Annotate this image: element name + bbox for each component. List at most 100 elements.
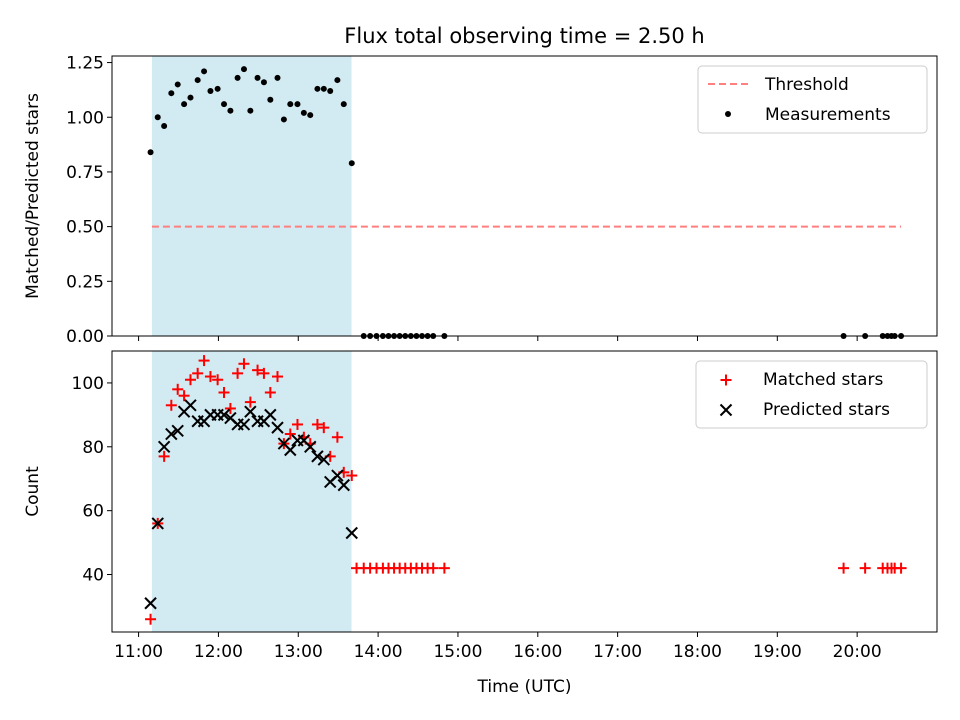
predicted-star-point [271, 421, 284, 434]
measurement-point [300, 109, 307, 116]
measurement-point [147, 149, 154, 156]
matched-star-point [291, 418, 303, 430]
measurement-point [334, 77, 341, 84]
predicted-star-point [284, 443, 297, 457]
measurement-point [227, 107, 234, 114]
chart-title: Flux total observing time = 2.50 h [344, 24, 704, 48]
legend-matched-symbol [720, 374, 732, 386]
legend-threshold-label: Threshold [764, 75, 849, 95]
predicted-star-point [217, 408, 231, 422]
y-tick-label: 0.00 [66, 327, 104, 347]
x-tick-label: 20:00 [833, 642, 882, 662]
matched-star-point [165, 399, 177, 411]
top-y-axis-label: Matched/Predicted stars [23, 93, 43, 299]
x-tick-label: 13:00 [274, 642, 323, 662]
measurement-point [340, 101, 347, 108]
measurement-point [214, 85, 221, 92]
predicted-star-point [345, 526, 358, 540]
y-tick-label: 60 [82, 502, 104, 522]
measurement-point [247, 107, 254, 114]
top-legend: Threshold Measurements [697, 65, 928, 134]
measurement-point [267, 96, 274, 103]
predicted-star-point [237, 418, 251, 431]
measurement-point [201, 68, 208, 75]
measurement-point [274, 74, 281, 81]
predicted-star-point [337, 478, 350, 492]
y-tick-label: 1.00 [66, 108, 104, 128]
matched-star-point [244, 396, 256, 408]
matched-star-point [258, 367, 270, 379]
measurement-point [260, 79, 267, 86]
matched-star-point [264, 387, 276, 399]
predicted-star-point [165, 427, 178, 441]
top-axes-frame [111, 55, 938, 337]
observing-span-shade [151, 56, 352, 336]
legend-matched-label: Matched stars [763, 370, 883, 390]
measurement-point [254, 74, 261, 81]
matched-star-point [311, 418, 323, 430]
y-tick-label: 0.75 [66, 163, 104, 183]
bottom-legend-box [695, 360, 928, 429]
measurement-point [348, 160, 355, 167]
measurement-point [287, 101, 294, 108]
measurement-point [221, 101, 228, 108]
measurement-point [194, 77, 201, 84]
y-tick-label: 100 [72, 374, 104, 394]
counts-series [144, 355, 907, 625]
legend-predicted-symbol [719, 403, 733, 417]
matched-star-point [198, 355, 210, 367]
matched-star-point [232, 367, 244, 379]
legend-predicted-label: Predicted stars [763, 400, 890, 420]
matched-star-point [859, 562, 871, 574]
measurement-point [320, 85, 327, 92]
bottom-legend: Matched stars Predicted stars [695, 360, 928, 429]
measurement-point [161, 123, 168, 129]
measurement-point [187, 94, 194, 101]
predicted-star-point [264, 408, 277, 422]
observing-span-shade [151, 351, 352, 632]
measurement-point [168, 90, 175, 97]
bottom-panel: 40 60 80 100 11:00 12:00 13:00 14:00 15:00 16:00… [23, 350, 938, 697]
x-axis-label: Time (UTC) [477, 677, 572, 697]
x-tick-label: 15:00 [433, 642, 482, 662]
measurement-point [234, 74, 241, 81]
measurement-point [174, 81, 181, 88]
y-tick-label: 80 [82, 438, 104, 458]
matched-star-point [184, 374, 196, 386]
measurement-point [154, 114, 161, 121]
measurement-point [207, 88, 214, 94]
y-tick-label: 1.25 [66, 54, 104, 74]
matched-star-point [204, 371, 216, 383]
predicted-star-point [304, 440, 317, 454]
bottom-y-axis: 40 60 80 100 [72, 374, 112, 586]
predicted-star-point [311, 450, 324, 463]
predicted-star-point [151, 517, 164, 530]
matched-star-point [838, 562, 850, 574]
x-tick-label: 14:00 [354, 642, 403, 662]
y-tick-label: 0.50 [66, 218, 104, 238]
predicted-star-point [244, 405, 257, 418]
predicted-star-point [171, 424, 184, 438]
matched-star-point [252, 364, 264, 376]
measurement-point [181, 101, 188, 108]
y-tick-label: 40 [82, 566, 104, 586]
x-tick-label: 11:00 [114, 642, 163, 662]
predicted-star-point [144, 597, 157, 610]
matched-star-point [427, 562, 439, 574]
predicted-star-point [317, 453, 331, 466]
x-tick-label: 16:00 [513, 642, 562, 662]
matched-star-point [272, 371, 284, 383]
predicted-star-point [157, 440, 171, 454]
matched-star-point [238, 358, 250, 370]
matched-star-point [192, 367, 204, 379]
bottom-y-axis-label: Count [23, 466, 43, 517]
legend-measurements-symbol [725, 111, 731, 117]
measurement-point [294, 101, 301, 108]
matched-star-point [212, 374, 224, 386]
matched-star-point [895, 562, 907, 574]
matched-star-point [178, 390, 190, 402]
bottom-x-axis: 11:00 12:00 13:00 14:00 15:00 16:00 17:00 18:00… [114, 632, 882, 662]
matched-star-point [331, 431, 343, 443]
x-tick-label: 19:00 [753, 642, 802, 662]
